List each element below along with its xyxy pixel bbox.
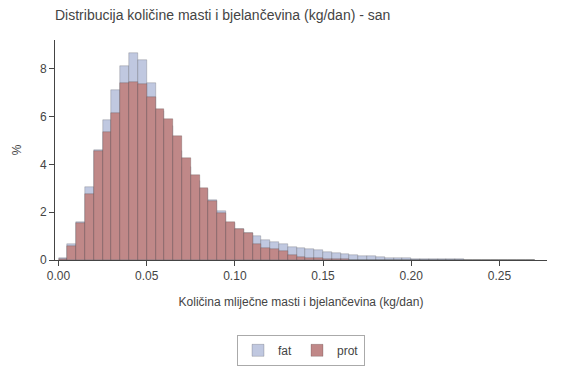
svg-text:0: 0 bbox=[40, 253, 47, 267]
svg-text:0.25: 0.25 bbox=[488, 269, 512, 283]
svg-text:8: 8 bbox=[40, 62, 47, 76]
svg-text:0.10: 0.10 bbox=[223, 269, 247, 283]
svg-text:Distribucija količine masti i: Distribucija količine masti i bjelančevi… bbox=[55, 7, 390, 23]
svg-text:fat: fat bbox=[278, 344, 292, 358]
svg-text:0.05: 0.05 bbox=[135, 269, 159, 283]
svg-text:4: 4 bbox=[40, 158, 47, 172]
svg-text:6: 6 bbox=[40, 110, 47, 124]
svg-text:0.15: 0.15 bbox=[311, 269, 335, 283]
svg-text:2: 2 bbox=[40, 205, 47, 219]
svg-text:0.20: 0.20 bbox=[400, 269, 424, 283]
svg-text:prot: prot bbox=[337, 344, 358, 358]
svg-text:Količina mliječne masti i bjel: Količina mliječne masti i bjelančevina (… bbox=[179, 295, 424, 309]
svg-text:0.00: 0.00 bbox=[47, 269, 71, 283]
svg-text:%: % bbox=[10, 144, 24, 155]
